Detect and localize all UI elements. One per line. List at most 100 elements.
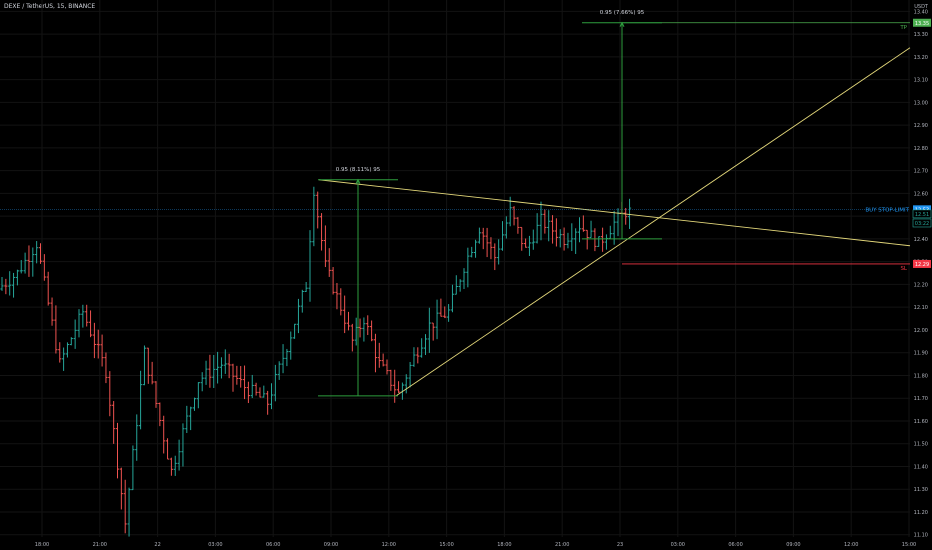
ohlc-bar [212, 354, 216, 389]
ohlc-bar [269, 383, 274, 410]
x-tick-label: 23 [617, 542, 623, 548]
ohlc-bar [231, 363, 235, 392]
ohlc-bar [597, 236, 601, 247]
ohlc-bar [547, 210, 551, 242]
ohlc-bar [273, 364, 277, 402]
y-tick-label: 11.80 [914, 373, 928, 379]
y-tick-label: 12.70 [914, 169, 928, 175]
time-axis[interactable]: 18:00 21:00 22 03:00 06:00 09:00 12:00 15:00 18:… [35, 542, 916, 548]
ohlc-bar [316, 191, 320, 229]
y-tick-label: 12.80 [914, 146, 928, 152]
ohlc-bar [8, 271, 12, 296]
ohlc-bar [277, 361, 281, 380]
ohlc-bar [62, 347, 66, 371]
ohlc-bar [92, 322, 96, 359]
sl-price-tag-bg [913, 259, 931, 268]
support-trendline [395, 47, 911, 397]
y-tick-label: 11.10 [914, 533, 928, 539]
ohlc-bar [539, 201, 543, 241]
ohlc-bar [142, 345, 147, 386]
ohlc-bar [604, 234, 609, 250]
measure-arrow [355, 178, 361, 184]
ohlc-bar [0, 276, 4, 291]
y-tick-label: 11.50 [914, 442, 928, 448]
y-tick-label: 11.20 [914, 510, 928, 516]
ohlc-bar [454, 275, 458, 295]
ohlc-bar [23, 252, 27, 274]
ohlc-bar [566, 232, 570, 249]
ohlc-bar [362, 317, 366, 342]
x-tick-label: 03:00 [671, 542, 685, 548]
ohlc-bar [262, 385, 266, 398]
ohlc-bar [216, 351, 220, 384]
ohlc-bar [281, 344, 285, 374]
ohlc-bar [177, 439, 181, 471]
ohlc-bar [154, 381, 158, 408]
ohlc-bar [285, 348, 289, 367]
ohlc-bar [38, 243, 43, 264]
ohlc-bar [289, 331, 293, 360]
ohlc-bar [408, 361, 412, 388]
ohlc-bar [524, 238, 528, 248]
ohlc-bar [516, 217, 520, 234]
ohlc-bar [404, 374, 408, 394]
entry-name: BUY STOP-LIMIT [865, 207, 909, 213]
x-tick-label: 21:00 [93, 542, 107, 548]
x-tick-label: 18:00 [35, 542, 49, 548]
current-price-tag-bg [912, 209, 932, 219]
ohlc-bar [327, 248, 331, 277]
ohlc-bar [601, 227, 605, 252]
ohlc-bar [189, 406, 193, 431]
ohlc-bar [46, 271, 50, 306]
ohlc-bar [127, 487, 131, 537]
tp-price-tag-value: 13.35 [915, 21, 929, 27]
ohlc-bar [366, 315, 370, 336]
current-price-tag-value: 12.51 [915, 212, 929, 218]
ohlc-bar [373, 333, 378, 373]
ohlc-bar [531, 229, 535, 250]
ohlc-bar [416, 347, 420, 364]
y-tick-label: 12.40 [914, 237, 928, 243]
drawings[interactable]: 0.95 (8.11%) 95 0.95 (7.66%) 95 [0, 10, 911, 397]
ohlc-bar [31, 247, 35, 277]
ohlc-bar [574, 228, 578, 254]
ohlc-bar [581, 215, 585, 232]
ohlc-bar [77, 309, 81, 338]
x-tick-label: 18:00 [497, 542, 511, 548]
ohlc-bar [254, 382, 258, 396]
ohlc-bar [577, 217, 582, 243]
ohlc-bar [339, 288, 343, 316]
ohlc-bar [470, 246, 474, 258]
ohlc-bar [266, 390, 270, 415]
y-tick-label: 13.30 [914, 32, 928, 38]
ohlc-bar [81, 304, 85, 328]
ohlc-bar [65, 342, 70, 358]
ohlc-bar [331, 267, 335, 295]
ohlc-bar [115, 422, 120, 479]
ohlc-bar [296, 298, 301, 334]
ohlc-bar [58, 342, 62, 363]
ohlc-bar [473, 239, 478, 258]
price-axis[interactable]: 11.10 11.20 11.30 11.40 11.50 11.60 11.70 11.80… [914, 4, 929, 539]
ohlc-bar [123, 479, 127, 534]
ohlc-bar [350, 323, 354, 352]
ohlc-bar [165, 438, 170, 460]
ohlc-bar [150, 361, 154, 385]
ohlc-bar [293, 323, 297, 339]
x-tick-label: 12:00 [382, 542, 396, 548]
x-tick-label: 06:00 [266, 542, 280, 548]
ohlc-bar [493, 243, 497, 271]
ohlc-bar [535, 213, 539, 244]
sl-name: SL [900, 266, 907, 272]
ohlc-bar [412, 347, 416, 367]
symbol-title: DEXE / TetherUS, 15, BINANCE [4, 3, 96, 10]
ohlc-bar [593, 228, 597, 252]
ohlc-bar [396, 381, 401, 393]
ohlc-bar [439, 298, 443, 317]
resistance-trendline [318, 179, 911, 247]
sl-price-tag: 12.29 [913, 259, 931, 268]
measure-left: 0.95 (8.11%) 95 [318, 167, 398, 397]
ohlc-bar [558, 229, 562, 248]
